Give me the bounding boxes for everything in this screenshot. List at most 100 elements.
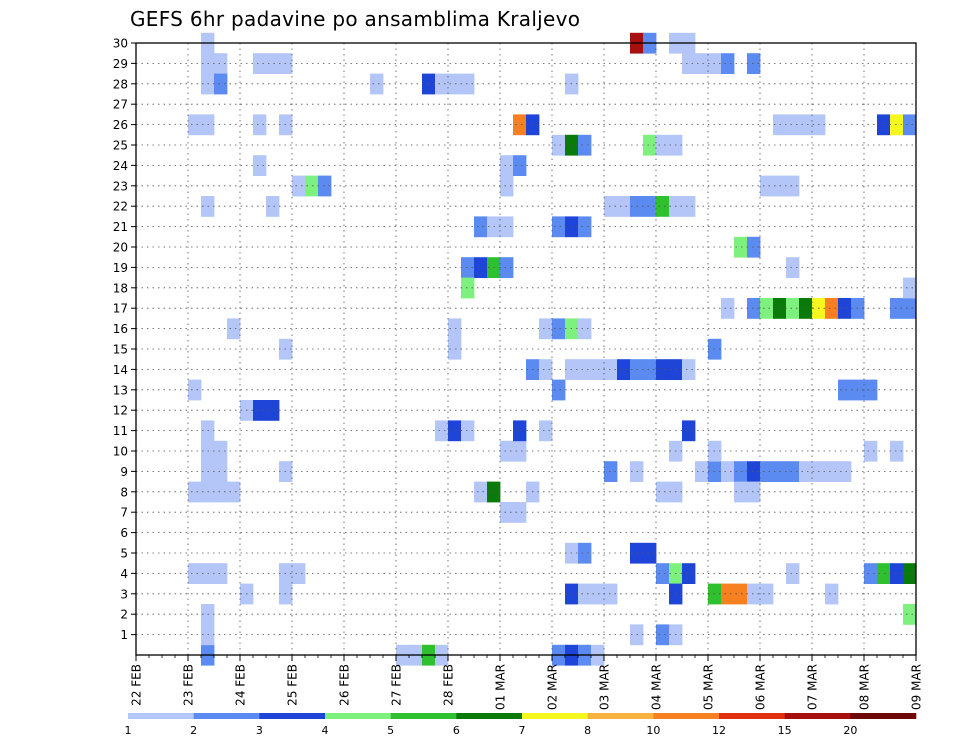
heatmap-cell xyxy=(786,175,800,197)
heatmap-cell xyxy=(656,359,670,380)
heatmap-cell xyxy=(448,73,462,95)
heatmap-cell xyxy=(760,461,774,482)
y-tick-label: 19 xyxy=(113,261,128,275)
heatmap-cell xyxy=(500,216,514,238)
heatmap-cell xyxy=(539,359,553,380)
heatmap-cell xyxy=(253,400,267,421)
heatmap-cell xyxy=(643,542,657,564)
heatmap-cell xyxy=(786,563,800,584)
colorbar-label: 6 xyxy=(453,724,460,737)
y-tick-label: 25 xyxy=(113,139,128,153)
colorbar-segment xyxy=(850,713,917,719)
heatmap-cell xyxy=(500,440,514,462)
colorbar-segment xyxy=(719,713,785,719)
heatmap-cell xyxy=(734,583,748,605)
colorbar-label: 3 xyxy=(256,724,263,737)
heatmap-cells xyxy=(188,32,917,666)
y-tick-label: 27 xyxy=(113,98,128,112)
y-tick-label: 18 xyxy=(113,281,128,295)
heatmap-cell xyxy=(838,298,852,319)
colorbar-label: 20 xyxy=(843,724,857,737)
heatmap-cell xyxy=(604,196,618,217)
heatmap-cell xyxy=(214,73,228,95)
colorbar-label: 2 xyxy=(190,724,197,737)
y-tick-label: 2 xyxy=(120,608,128,622)
heatmap-cell xyxy=(474,216,488,238)
heatmap-cell xyxy=(747,583,761,605)
x-tick-label: 02 MAR xyxy=(546,664,560,710)
colorbar-segment xyxy=(390,713,457,719)
x-axis-ticks: 22 FEB 23 FEB 24 FEB 25 FEB 26 FEB 27 FEB 28 F… xyxy=(130,655,924,710)
heatmap-cell xyxy=(214,440,228,462)
colorbar: 1 2 3 4 5 6 7 8 10 12 15 20 xyxy=(125,713,917,737)
heatmap-cell xyxy=(799,461,813,482)
heatmap-cell xyxy=(617,196,631,217)
y-tick-label: 10 xyxy=(113,445,128,459)
y-tick-label: 26 xyxy=(113,118,128,132)
colorbar-label: 12 xyxy=(712,724,726,737)
heatmap-cell xyxy=(370,73,384,95)
heatmap-cell xyxy=(552,216,566,238)
heatmap-cell xyxy=(643,196,657,217)
heatmap-cell xyxy=(864,440,878,462)
heatmap-cell xyxy=(747,236,761,258)
heatmap-cell xyxy=(188,379,202,401)
y-tick-label: 24 xyxy=(113,159,128,173)
heatmap-cell xyxy=(825,461,839,482)
heatmap-cell xyxy=(747,53,761,74)
heatmap-cell xyxy=(448,318,462,340)
heatmap-cell xyxy=(513,155,527,176)
heatmap-cell xyxy=(500,502,514,523)
heatmap-cell xyxy=(266,53,280,74)
heatmap-cell xyxy=(903,298,917,319)
heatmap-cell xyxy=(461,277,475,299)
x-tick-label: 03 MAR xyxy=(598,664,612,710)
heatmap-cell xyxy=(513,114,527,136)
heatmap-cell xyxy=(786,461,800,482)
heatmap-cell xyxy=(513,440,527,462)
heatmap-cell xyxy=(890,440,904,462)
heatmap-cell xyxy=(747,461,761,482)
heatmap-cell xyxy=(253,155,267,176)
heatmap-cell xyxy=(578,318,592,340)
heatmap-cell xyxy=(500,257,514,278)
heatmap-cell xyxy=(682,420,696,442)
y-tick-label: 6 xyxy=(120,526,128,540)
colorbar-label: 10 xyxy=(646,724,660,737)
heatmap-cell xyxy=(682,196,696,217)
heatmap-cell xyxy=(617,359,631,380)
x-tick-label: 26 FEB xyxy=(338,664,352,706)
y-tick-label: 23 xyxy=(113,179,128,193)
heatmap-cell xyxy=(292,175,306,197)
heatmap-cell xyxy=(890,563,904,584)
heatmap-cell xyxy=(448,420,462,442)
colorbar-segment xyxy=(653,713,720,719)
x-tick-label: 05 MAR xyxy=(702,664,716,710)
heatmap-cell xyxy=(786,114,800,136)
heatmap-cell xyxy=(539,420,553,442)
colorbar-segment xyxy=(325,713,391,719)
y-tick-label: 5 xyxy=(120,547,128,561)
x-tick-label: 07 MAR xyxy=(806,664,820,710)
x-tick-label: 27 FEB xyxy=(390,664,404,706)
y-tick-label: 8 xyxy=(120,485,128,499)
y-tick-label: 20 xyxy=(113,241,128,255)
heatmap-cell xyxy=(253,114,267,136)
colorbar-segment xyxy=(128,713,194,719)
heatmap-cell xyxy=(747,481,761,503)
heatmap-cell xyxy=(682,563,696,584)
y-tick-label: 28 xyxy=(113,77,128,91)
y-tick-label: 29 xyxy=(113,57,128,71)
heatmap-cell xyxy=(461,420,475,442)
heatmap-cell xyxy=(214,461,228,482)
heatmap-cell xyxy=(864,563,878,584)
heatmap-cell xyxy=(877,563,891,584)
heatmap-cell xyxy=(227,318,241,340)
heatmap-cell xyxy=(825,298,839,319)
x-tick-label: 01 MAR xyxy=(494,664,508,710)
x-tick-label: 28 FEB xyxy=(442,664,456,706)
heatmap-cell xyxy=(513,502,527,523)
heatmap-cell xyxy=(682,53,696,74)
x-tick-label: 22 FEB xyxy=(130,664,144,706)
